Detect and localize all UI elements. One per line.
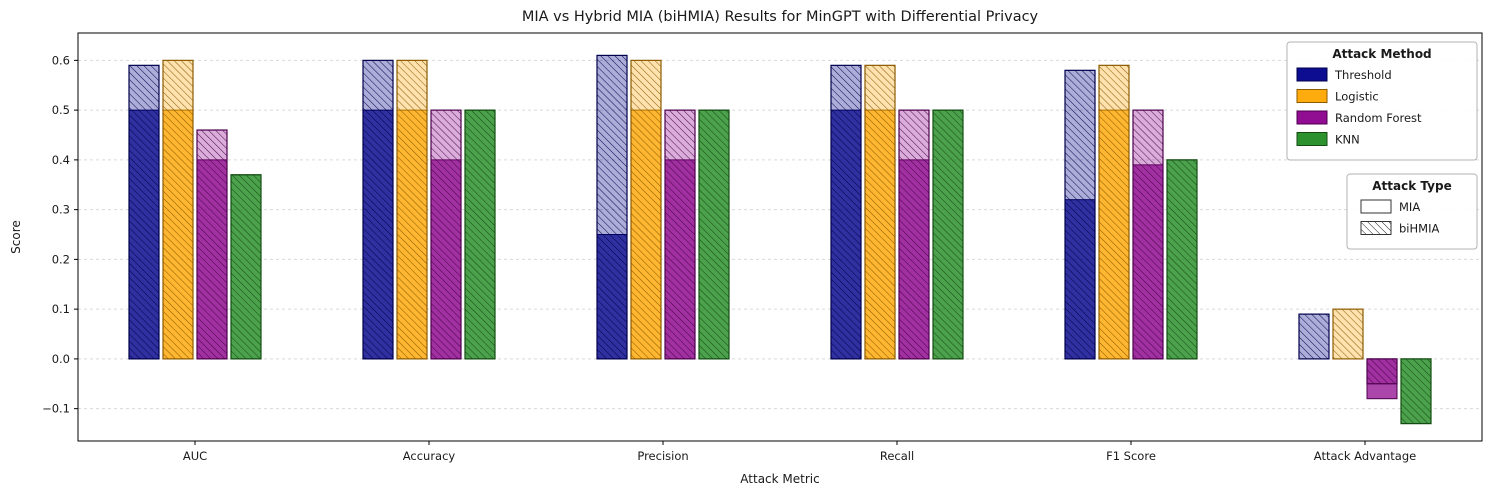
- y-tick-label: 0.5: [52, 103, 70, 117]
- legend-method-label: Logistic: [1335, 90, 1379, 104]
- bar-bihmia-hatch: [665, 110, 695, 359]
- bar-bihmia-edge: [464, 109, 496, 360]
- x-tick-label: Recall: [880, 449, 914, 463]
- y-tick-label: 0.0: [52, 352, 70, 366]
- bar-bihmia-hatch: [831, 65, 861, 359]
- x-tick-label: Attack Advantage: [1314, 449, 1416, 463]
- legend-method-swatch: [1296, 67, 1328, 82]
- bar-bihmia-hatch: [397, 60, 427, 359]
- bar-bihmia-edge: [196, 129, 228, 360]
- bar-bihmia-edge: [1332, 308, 1364, 360]
- y-axis-label: Score: [9, 220, 23, 254]
- legend-bihmia-swatch-hatch: [1360, 221, 1392, 235]
- legend-method-label: Threshold: [1334, 68, 1392, 82]
- legend-method-swatch: [1296, 132, 1328, 146]
- bar-bihmia-edge: [1400, 358, 1432, 425]
- legend-method-swatch: [1296, 89, 1328, 103]
- bar-bihmia-hatch: [631, 60, 661, 359]
- bar-bihmia-hatch: [899, 110, 929, 359]
- x-tick-label: AUC: [183, 449, 207, 463]
- legend-box: [1286, 41, 1478, 161]
- bar-bihmia-edge: [596, 54, 628, 360]
- bar-bihmia-edge: [630, 59, 662, 360]
- bar-bihmia-edge: [1064, 69, 1096, 360]
- bar-bihmia-hatch: [197, 130, 227, 359]
- bar-bihmia-edge: [1132, 109, 1164, 360]
- bar-bihmia-edge: [1366, 358, 1398, 385]
- bar-bihmia-edge: [128, 64, 160, 360]
- bar-bihmia-hatch: [129, 65, 159, 359]
- bar-bihmia-hatch: [1167, 159, 1197, 359]
- bar-bihmia-hatch: [1099, 65, 1129, 359]
- legend-type-label: MIA: [1399, 200, 1420, 214]
- legend-type-title: Attack Type: [1372, 179, 1451, 193]
- bar-bihmia-edge: [898, 109, 930, 360]
- legend-type-label: biHMIA: [1399, 222, 1439, 236]
- bar-bihmia-edge: [162, 59, 194, 360]
- bar-bihmia-hatch: [1133, 110, 1163, 359]
- legend-method-label: KNN: [1335, 133, 1360, 147]
- bar-bihmia-edge: [1166, 159, 1198, 360]
- bar-bihmia-edge: [698, 109, 730, 360]
- y-tick-label: 0.4: [52, 153, 70, 167]
- bar-bihmia-edge: [396, 59, 428, 360]
- bar-bihmia-hatch: [465, 110, 495, 359]
- bar-bihmia-hatch: [163, 60, 193, 359]
- bar-bihmia-hatch: [597, 55, 627, 359]
- bar-bihmia-hatch: [933, 110, 963, 359]
- legend-mia-swatch: [1360, 199, 1392, 214]
- plot-frame: [77, 32, 1483, 442]
- bar-bihmia-edge: [932, 109, 964, 360]
- plot-area: [78, 33, 1482, 441]
- chart-title: MIA vs Hybrid MIA (biHMIA) Results for M…: [522, 9, 1039, 25]
- x-tick-label: Precision: [637, 449, 688, 463]
- bar-bihmia-hatch: [1401, 358, 1431, 424]
- legend-method-label: Random Forest: [1335, 111, 1422, 125]
- bar-bihmia-hatch: [1299, 314, 1329, 359]
- bar-bihmia-hatch: [363, 60, 393, 359]
- x-tick-label: Accuracy: [403, 449, 456, 463]
- bar-bihmia-hatch: [1367, 358, 1397, 384]
- bar-bihmia-hatch: [431, 110, 461, 359]
- bar-bihmia-edge: [1098, 64, 1130, 360]
- bar-bihmia-edge: [864, 64, 896, 360]
- bar-bihmia-hatch: [865, 65, 895, 359]
- bar-bihmia-hatch: [1065, 70, 1095, 359]
- y-tick-label: −0.1: [42, 402, 70, 416]
- bar-bihmia-edge: [430, 109, 462, 360]
- x-tick-label: F1 Score: [1106, 449, 1156, 463]
- y-tick-label: 0.6: [52, 53, 70, 67]
- bar-bihmia-hatch: [1333, 309, 1363, 359]
- y-tick-label: 0.3: [52, 203, 70, 217]
- bar-bihmia-edge: [1298, 313, 1330, 360]
- x-axis-label: Attack Metric: [740, 472, 819, 486]
- y-tick-label: 0.2: [52, 252, 70, 266]
- bar-bihmia-edge: [230, 174, 262, 360]
- bar-bihmia-hatch: [699, 110, 729, 359]
- bar-bihmia-edge: [830, 64, 862, 360]
- bar-bihmia-edge: [362, 59, 394, 360]
- bar-bihmia-edge: [664, 109, 696, 360]
- legend-method-title: Attack Method: [1332, 47, 1431, 61]
- bar-bihmia-hatch: [231, 174, 261, 359]
- y-tick-label: 0.1: [52, 302, 70, 316]
- legend-method-swatch: [1296, 110, 1328, 125]
